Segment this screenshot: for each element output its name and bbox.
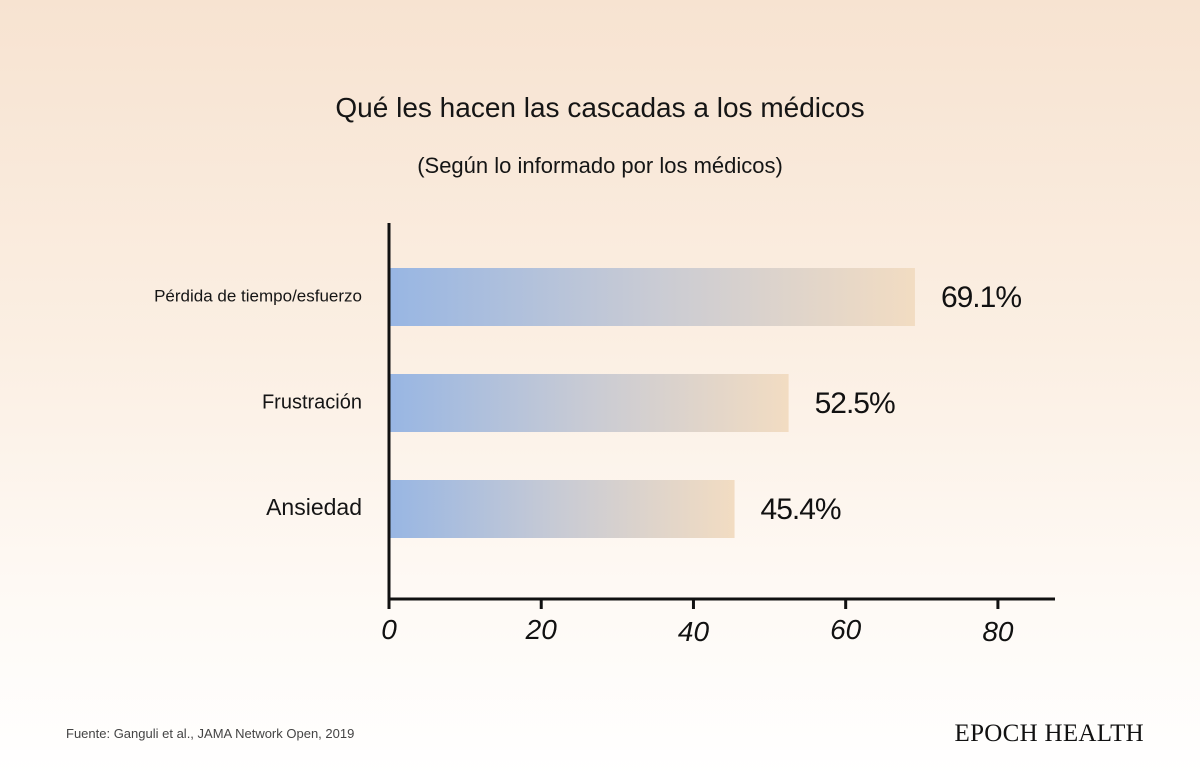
x-tick-label: 40 [678, 616, 710, 647]
value-label: 52.5% [815, 387, 895, 420]
bar [390, 480, 735, 538]
source-note: Fuente: Ganguli et al., JAMA Network Ope… [66, 726, 355, 741]
x-tick-label: 0 [381, 614, 397, 645]
value-label: 45.4% [761, 493, 841, 526]
bars-group: Pérdida de tiempo/esfuerzo 69.1% Frustraci… [154, 268, 1022, 538]
x-ticks-group: 0 20 40 60 80 [381, 599, 1014, 647]
category-label: Frustración [262, 391, 362, 413]
bar [390, 374, 789, 432]
bar [390, 268, 915, 326]
chart-subtitle: (Según lo informado por los médicos) [417, 153, 783, 178]
value-label: 69.1% [941, 281, 1021, 314]
brand-logo: EPOCH HEALTH [954, 720, 1144, 747]
x-tick-label: 80 [982, 616, 1014, 647]
category-label: Ansiedad [266, 494, 362, 520]
x-tick-label: 20 [525, 614, 558, 645]
chart-title: Qué les hacen las cascadas a los médicos [335, 92, 865, 123]
x-tick-label: 60 [830, 614, 862, 645]
category-label: Pérdida de tiempo/esfuerzo [154, 286, 362, 305]
